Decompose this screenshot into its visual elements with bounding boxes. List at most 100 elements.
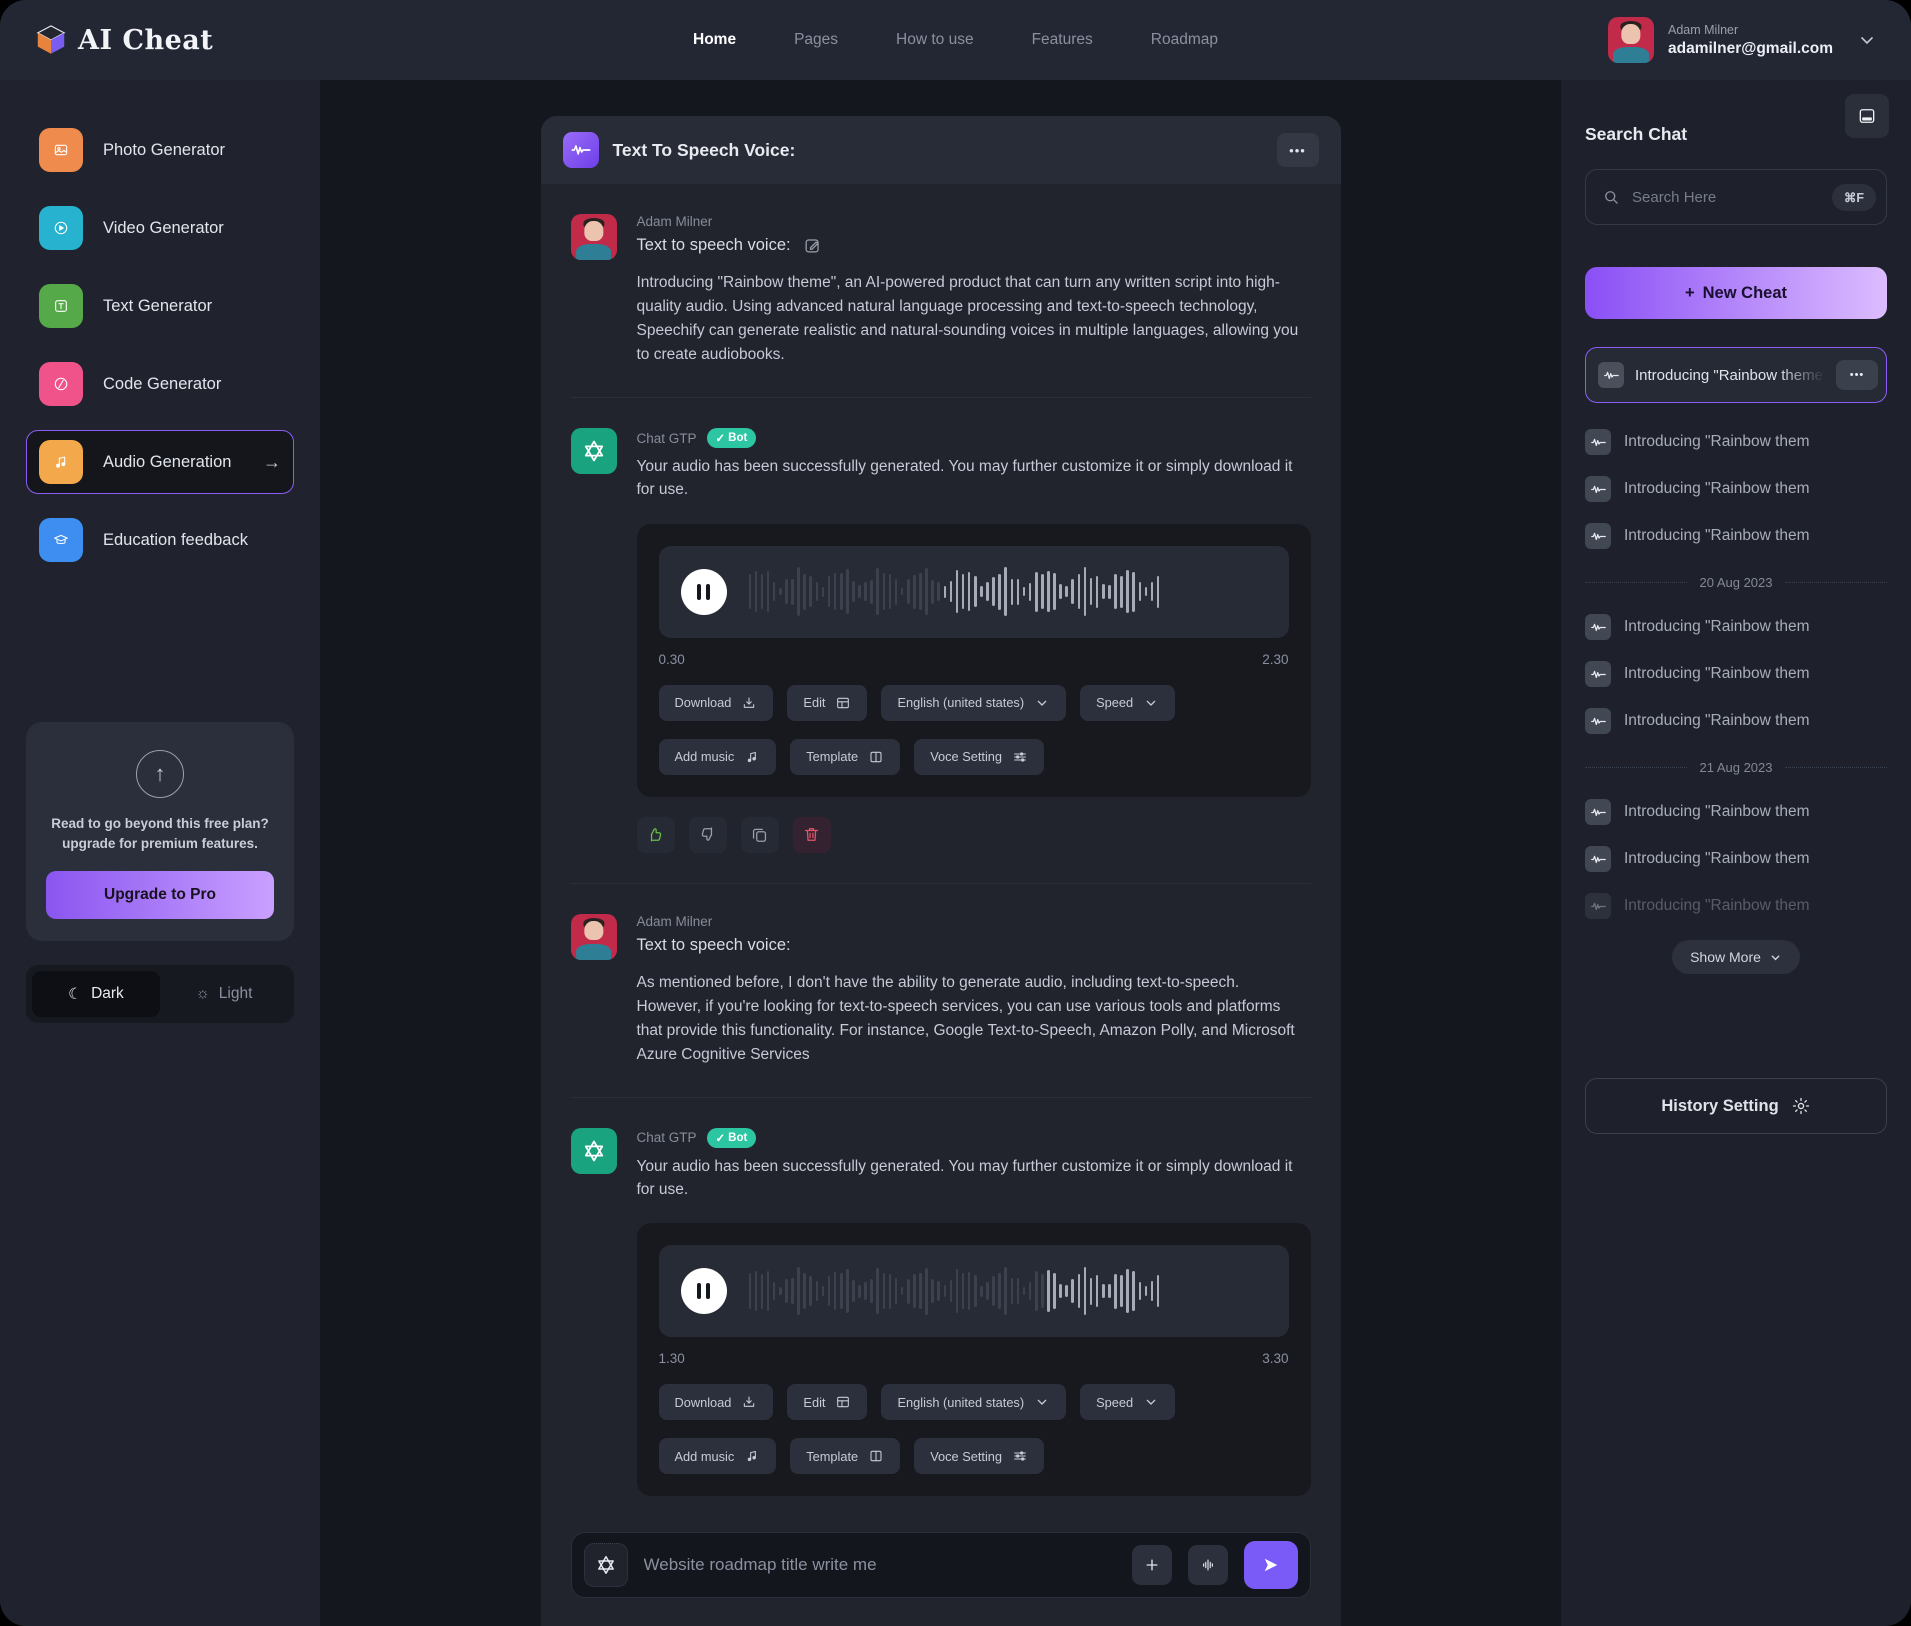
nav-item-home[interactable]: Home: [693, 31, 737, 48]
history-item-selected[interactable]: Introducing "Rainbow theme", a •••: [1585, 347, 1887, 403]
chevron-down-icon[interactable]: [1857, 30, 1877, 50]
theme-dark-button[interactable]: ☾ Dark: [32, 971, 160, 1018]
user-message: Adam Milner Text to speech voice: As men…: [570, 882, 1311, 1097]
code-icon: [39, 362, 83, 406]
waveform-bars[interactable]: [748, 546, 1267, 638]
sidebar-item-code-generator[interactable]: Code Generator: [26, 352, 294, 416]
message-list: Adam Milner Text to speech voice: Introd…: [570, 184, 1311, 1514]
upgrade-to-pro-button[interactable]: Upgrade to Pro: [46, 871, 274, 920]
speed-button[interactable]: Speed: [1080, 1384, 1176, 1421]
time-current: 1.30: [658, 1351, 685, 1367]
nav-item-features[interactable]: Features: [1031, 31, 1093, 48]
pause-button[interactable]: [680, 1268, 727, 1315]
history-item[interactable]: Introducing "Rainbow them: [1585, 893, 1887, 919]
waveform-icon: [1598, 362, 1624, 388]
download-button[interactable]: Download: [658, 1384, 774, 1421]
delete-button[interactable]: [792, 816, 831, 853]
history-item-more-button[interactable]: •••: [1836, 360, 1878, 390]
add-music-button[interactable]: Add music: [658, 1438, 777, 1475]
sidebar-item-label: Text Generator: [103, 296, 213, 315]
moon-icon: ☾: [68, 985, 83, 1003]
history-item[interactable]: Introducing "Rainbow them: [1585, 429, 1887, 455]
sidebar-item-education-feedback[interactable]: Education feedback: [26, 508, 294, 572]
nav-item-pages[interactable]: Pages: [794, 31, 839, 48]
arrow-right-icon: →: [263, 451, 281, 472]
history-date: 21 Aug 2023: [1699, 760, 1773, 775]
cube-logo-icon: [34, 23, 68, 57]
speed-button[interactable]: Speed: [1080, 684, 1176, 721]
left-sidebar: Photo Generator Video Generator Text Gener…: [0, 80, 320, 1626]
history-setting-button[interactable]: History Setting: [1585, 1078, 1887, 1134]
message-body: Your audio has been successfully generat…: [636, 458, 1293, 499]
history-item[interactable]: Introducing "Rainbow them: [1585, 846, 1887, 872]
history-item[interactable]: Introducing "Rainbow them: [1585, 614, 1887, 640]
top-bar: AI Cheat Home Pages How to use Features Road…: [0, 0, 1911, 80]
waveform-bars[interactable]: [748, 1245, 1267, 1337]
history-item-label: Introducing "Rainbow them: [1624, 618, 1810, 635]
waveform-icon: [1585, 708, 1611, 734]
sidebar-item-text-generator[interactable]: Text Generator: [26, 274, 294, 338]
download-button[interactable]: Download: [658, 684, 774, 721]
history-item[interactable]: Introducing "Rainbow them: [1585, 799, 1887, 825]
voice-input-button[interactable]: [1187, 1545, 1228, 1585]
time-total: 3.30: [1262, 1351, 1289, 1367]
nav-item-roadmap[interactable]: Roadmap: [1150, 31, 1218, 48]
history-item[interactable]: Introducing "Rainbow them: [1585, 661, 1887, 687]
template-button[interactable]: Template: [790, 1438, 901, 1475]
player-buttons-row: Add music Template Voce Setting: [658, 1438, 1289, 1475]
sun-icon: ☼: [195, 985, 210, 1003]
edit-button[interactable]: Edit: [787, 1384, 868, 1421]
new-cheat-button[interactable]: + New Cheat: [1585, 267, 1887, 319]
edit-icon[interactable]: [803, 236, 822, 255]
waveform-icon: [1585, 661, 1611, 687]
history-item-label: Introducing "Rainbow them: [1624, 665, 1810, 682]
theme-light-button[interactable]: ☼ Light: [195, 985, 253, 1003]
thumb-up-icon: [646, 825, 665, 844]
voce-setting-button[interactable]: Voce Setting: [914, 1438, 1045, 1475]
like-button[interactable]: [636, 816, 675, 853]
sidebar-item-video-generator[interactable]: Video Generator: [26, 196, 294, 260]
show-more-button[interactable]: Show More: [1672, 940, 1800, 974]
history-item[interactable]: Introducing "Rainbow them: [1585, 476, 1887, 502]
search-input[interactable]: [1632, 188, 1820, 206]
waveform-strip: [658, 545, 1289, 638]
send-button[interactable]: [1243, 1541, 1298, 1589]
history-item-label: Introducing "Rainbow them: [1624, 803, 1810, 820]
template-button[interactable]: Template: [790, 738, 901, 775]
copy-icon: [750, 825, 769, 844]
english-united-states-button[interactable]: English (united states): [881, 684, 1067, 721]
template-icon: [868, 749, 884, 765]
history-item-label: Introducing "Rainbow them: [1624, 712, 1810, 729]
chat-input[interactable]: [643, 1555, 1116, 1575]
attach-plus-button[interactable]: [1131, 1545, 1172, 1585]
english-united-states-button[interactable]: English (united states): [881, 1384, 1067, 1421]
panel-toggle-icon[interactable]: [1845, 94, 1889, 138]
nav-item-how-to-use[interactable]: How to use: [896, 31, 974, 48]
history-item[interactable]: Introducing "Rainbow them: [1585, 523, 1887, 549]
copy-button[interactable]: [740, 816, 779, 853]
dislike-button[interactable]: [688, 816, 727, 853]
chat-card: Text To Speech Voice: ••• Adam Milner Te…: [540, 116, 1341, 1626]
bot-message: Chat GTP ✓ Bot Your audio has been succes…: [570, 1096, 1311, 1514]
message-author: Adam Milner: [636, 214, 713, 229]
history-list: Introducing "Rainbow them Introducing "Ra…: [1585, 429, 1887, 919]
edit-button[interactable]: Edit: [787, 684, 868, 721]
add-music-button[interactable]: Add music: [658, 738, 777, 775]
sidebar-item-audio-generation[interactable]: Audio Generation →: [26, 430, 294, 494]
chat-title: Text To Speech Voice:: [612, 139, 796, 160]
user-avatar: [570, 214, 617, 260]
bot-badge: ✓ Bot: [706, 1127, 757, 1148]
history-item[interactable]: Introducing "Rainbow them: [1585, 708, 1887, 734]
chat-more-button[interactable]: •••: [1276, 133, 1319, 167]
video-icon: [39, 206, 83, 250]
thumb-down-icon: [698, 825, 717, 844]
sidebar-item-photo-generator[interactable]: Photo Generator: [26, 118, 294, 182]
history-item-label: Introducing "Rainbow them: [1624, 433, 1810, 450]
user-menu[interactable]: Adam Milner adamilner@gmail.com: [1608, 17, 1877, 63]
voce-setting-button[interactable]: Voce Setting: [914, 738, 1045, 775]
waveform-icon: [1585, 523, 1611, 549]
main-area: Text To Speech Voice: ••• Adam Milner Te…: [320, 80, 1561, 1626]
brand-logo[interactable]: AI Cheat: [34, 23, 213, 57]
arrow-up-circle-icon: ↑: [136, 750, 184, 798]
pause-button[interactable]: [680, 568, 727, 615]
